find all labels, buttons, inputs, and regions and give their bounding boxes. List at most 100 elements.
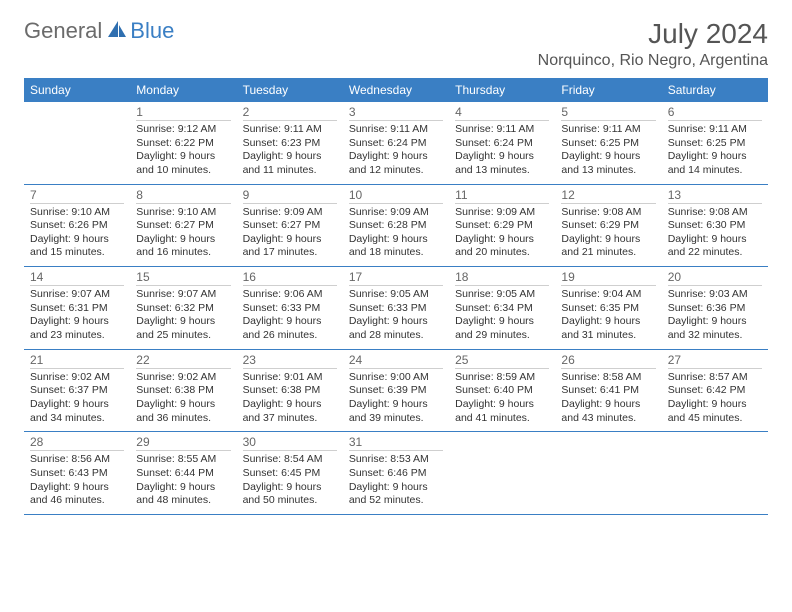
sunrise-text: Sunrise: 9:11 AM	[455, 123, 549, 137]
day-number: 19	[561, 270, 655, 286]
day-cell: 15Sunrise: 9:07 AMSunset: 6:32 PMDayligh…	[130, 267, 236, 349]
sunset-text: Sunset: 6:33 PM	[243, 302, 337, 316]
day-cell: 3Sunrise: 9:11 AMSunset: 6:24 PMDaylight…	[343, 102, 449, 184]
day-cell: 29 Sunrise: 8:55 AMSunset: 6:44 PMDayligh…	[130, 432, 236, 514]
sunset-text: Sunset: 6:40 PM	[455, 384, 549, 398]
daylight-text: Daylight: 9 hours and 18 minutes.	[349, 233, 443, 260]
day-detail: Sunrise: 8:54 AMSunset: 6:45 PMDaylight:…	[243, 453, 337, 508]
day-cell: 8Sunrise: 9:10 AMSunset: 6:27 PMDaylight…	[130, 185, 236, 267]
day-number: 28	[30, 435, 124, 451]
day-cell: 11Sunrise: 9:09 AMSunset: 6:29 PMDayligh…	[449, 185, 555, 267]
sunrise-text: Sunrise: 9:10 AM	[30, 206, 124, 220]
daylight-text: Daylight: 9 hours and 23 minutes.	[30, 315, 124, 342]
day-cell: 13Sunrise: 9:08 AMSunset: 6:30 PMDayligh…	[662, 185, 768, 267]
sunset-text: Sunset: 6:39 PM	[349, 384, 443, 398]
day-detail: Sunrise: 8:58 AMSunset: 6:41 PMDaylight:…	[561, 371, 655, 426]
month-title: July 2024	[538, 18, 768, 50]
day-cell	[24, 102, 130, 184]
day-detail: Sunrise: 9:02 AMSunset: 6:37 PMDaylight:…	[30, 371, 124, 426]
sunrise-text: Sunrise: 9:03 AM	[668, 288, 762, 302]
day-number: 21	[30, 353, 124, 369]
week-row: 1Sunrise: 9:12 AMSunset: 6:22 PMDaylight…	[24, 102, 768, 185]
daylight-text: Daylight: 9 hours and 46 minutes.	[30, 481, 124, 508]
sunrise-text: Sunrise: 9:08 AM	[561, 206, 655, 220]
day-cell: 14Sunrise: 9:07 AMSunset: 6:31 PMDayligh…	[24, 267, 130, 349]
day-detail: Sunrise: 9:09 AMSunset: 6:27 PMDaylight:…	[243, 206, 337, 261]
sunrise-text: Sunrise: 9:11 AM	[561, 123, 655, 137]
sunset-text: Sunset: 6:46 PM	[349, 467, 443, 481]
day-detail: Sunrise: 8:57 AMSunset: 6:42 PMDaylight:…	[668, 371, 762, 426]
daylight-text: Daylight: 9 hours and 25 minutes.	[136, 315, 230, 342]
daylight-text: Daylight: 9 hours and 11 minutes.	[243, 150, 337, 177]
day-detail: Sunrise: 9:04 AMSunset: 6:35 PMDaylight:…	[561, 288, 655, 343]
sunset-text: Sunset: 6:43 PM	[30, 467, 124, 481]
day-header-mon: Monday	[130, 78, 236, 102]
day-number: 29	[136, 435, 230, 451]
sunrise-text: Sunrise: 8:59 AM	[455, 371, 549, 385]
week-row: 21 Sunrise: 9:02 AMSunset: 6:37 PMDayligh…	[24, 350, 768, 433]
sunrise-text: Sunrise: 9:08 AM	[668, 206, 762, 220]
daylight-text: Daylight: 9 hours and 10 minutes.	[136, 150, 230, 177]
title-block: July 2024 Norquinco, Rio Negro, Argentin…	[538, 18, 768, 70]
sunrise-text: Sunrise: 9:04 AM	[561, 288, 655, 302]
sunrise-text: Sunrise: 9:09 AM	[455, 206, 549, 220]
day-detail: Sunrise: 9:09 AMSunset: 6:28 PMDaylight:…	[349, 206, 443, 261]
day-cell: 5Sunrise: 9:11 AMSunset: 6:25 PMDaylight…	[555, 102, 661, 184]
sunrise-text: Sunrise: 9:07 AM	[30, 288, 124, 302]
daylight-text: Daylight: 9 hours and 12 minutes.	[349, 150, 443, 177]
daylight-text: Daylight: 9 hours and 39 minutes.	[349, 398, 443, 425]
daylight-text: Daylight: 9 hours and 48 minutes.	[136, 481, 230, 508]
sunset-text: Sunset: 6:29 PM	[561, 219, 655, 233]
sunrise-text: Sunrise: 8:54 AM	[243, 453, 337, 467]
day-number: 17	[349, 270, 443, 286]
day-detail: Sunrise: 9:09 AMSunset: 6:29 PMDaylight:…	[455, 206, 549, 261]
day-header-tue: Tuesday	[237, 78, 343, 102]
day-cell	[449, 432, 555, 514]
day-number: 30	[243, 435, 337, 451]
day-number: 24	[349, 353, 443, 369]
day-detail: Sunrise: 9:08 AMSunset: 6:29 PMDaylight:…	[561, 206, 655, 261]
sunrise-text: Sunrise: 9:05 AM	[455, 288, 549, 302]
day-detail: Sunrise: 9:11 AMSunset: 6:25 PMDaylight:…	[561, 123, 655, 178]
day-number: 20	[668, 270, 762, 286]
sunset-text: Sunset: 6:35 PM	[561, 302, 655, 316]
day-number: 22	[136, 353, 230, 369]
sunset-text: Sunset: 6:24 PM	[455, 137, 549, 151]
day-header-sun: Sunday	[24, 78, 130, 102]
daylight-text: Daylight: 9 hours and 26 minutes.	[243, 315, 337, 342]
day-detail: Sunrise: 9:03 AMSunset: 6:36 PMDaylight:…	[668, 288, 762, 343]
day-number: 31	[349, 435, 443, 451]
sunrise-text: Sunrise: 8:57 AM	[668, 371, 762, 385]
sunrise-text: Sunrise: 9:11 AM	[668, 123, 762, 137]
day-header-row: Sunday Monday Tuesday Wednesday Thursday…	[24, 78, 768, 102]
daylight-text: Daylight: 9 hours and 50 minutes.	[243, 481, 337, 508]
sunrise-text: Sunrise: 9:05 AM	[349, 288, 443, 302]
sunrise-text: Sunrise: 9:09 AM	[349, 206, 443, 220]
day-cell	[555, 432, 661, 514]
day-number: 9	[243, 188, 337, 204]
sunrise-text: Sunrise: 9:02 AM	[136, 371, 230, 385]
daylight-text: Daylight: 9 hours and 22 minutes.	[668, 233, 762, 260]
daylight-text: Daylight: 9 hours and 16 minutes.	[136, 233, 230, 260]
weeks-container: 1Sunrise: 9:12 AMSunset: 6:22 PMDaylight…	[24, 102, 768, 515]
day-cell: 28Sunrise: 8:56 AMSunset: 6:43 PMDayligh…	[24, 432, 130, 514]
sunrise-text: Sunrise: 9:01 AM	[243, 371, 337, 385]
day-detail: Sunrise: 9:02 AMSunset: 6:38 PMDaylight:…	[136, 371, 230, 426]
day-number: 14	[30, 270, 124, 286]
daylight-text: Daylight: 9 hours and 21 minutes.	[561, 233, 655, 260]
day-cell: 26Sunrise: 8:58 AMSunset: 6:41 PMDayligh…	[555, 350, 661, 432]
daylight-text: Daylight: 9 hours and 36 minutes.	[136, 398, 230, 425]
day-detail: Sunrise: 8:55 AMSunset: 6:44 PMDaylight:…	[136, 453, 230, 508]
sunrise-text: Sunrise: 9:07 AM	[136, 288, 230, 302]
day-cell: 7Sunrise: 9:10 AMSunset: 6:26 PMDaylight…	[24, 185, 130, 267]
day-number: 27	[668, 353, 762, 369]
day-cell: 10Sunrise: 9:09 AMSunset: 6:28 PMDayligh…	[343, 185, 449, 267]
day-detail: Sunrise: 9:11 AMSunset: 6:24 PMDaylight:…	[455, 123, 549, 178]
daylight-text: Daylight: 9 hours and 37 minutes.	[243, 398, 337, 425]
sunset-text: Sunset: 6:45 PM	[243, 467, 337, 481]
sunrise-text: Sunrise: 8:53 AM	[349, 453, 443, 467]
sunset-text: Sunset: 6:33 PM	[349, 302, 443, 316]
sunset-text: Sunset: 6:30 PM	[668, 219, 762, 233]
sunset-text: Sunset: 6:23 PM	[243, 137, 337, 151]
daylight-text: Daylight: 9 hours and 28 minutes.	[349, 315, 443, 342]
